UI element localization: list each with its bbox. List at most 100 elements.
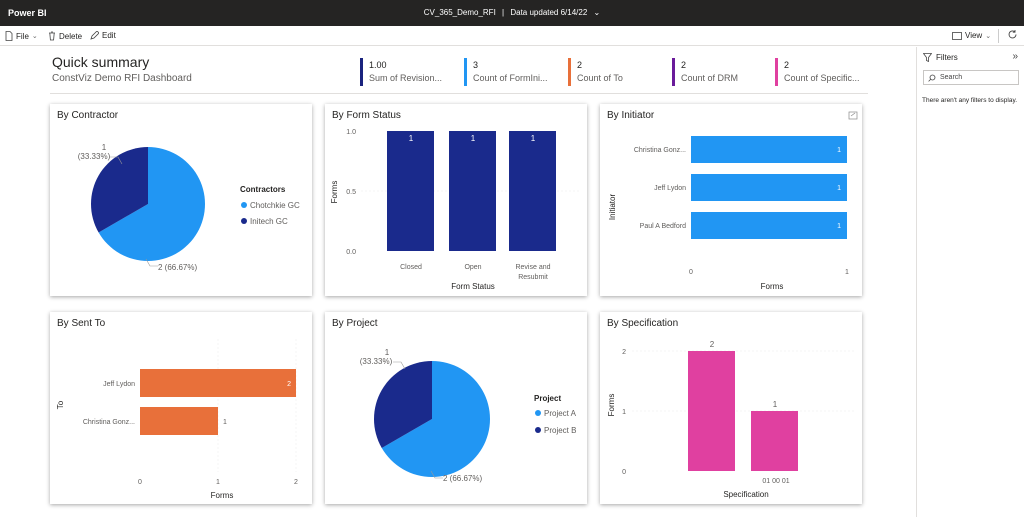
legend-title: Contractors xyxy=(240,185,286,194)
y-tick: 0.0 xyxy=(346,249,356,256)
x-tick: Resubmit xyxy=(518,274,548,281)
legend-marker xyxy=(535,410,541,416)
summary-title: Quick summary xyxy=(52,54,150,70)
kpi-color-bar xyxy=(568,58,571,86)
filters-title: Filters xyxy=(936,53,958,62)
report-header[interactable]: CV_365_Demo_RFI | Data updated 6/14/22 ⌄ xyxy=(0,8,1024,17)
kpi-value: 2 xyxy=(784,60,790,70)
y-tick: Jeff Lydon xyxy=(654,185,686,192)
app-name: Power BI xyxy=(8,8,47,18)
chart-by-specification[interactable]: By Specification Forms 2 1 0 2 1 01 00 01… xyxy=(600,312,862,504)
delete-button[interactable]: Delete xyxy=(48,31,82,41)
toolbar: File ⌄ Delete Edit View ⌄ xyxy=(0,26,1024,46)
chart-by-contractor[interactable]: By Contractor 1 (33.33%) 2 (66.67%) Cont… xyxy=(50,104,312,296)
filters-header: Filters xyxy=(923,53,958,62)
legend-item[interactable]: Project A xyxy=(544,409,577,418)
edit-button[interactable]: Edit xyxy=(90,31,116,40)
y-axis-label: Initiator xyxy=(608,194,617,221)
data-label: 1 xyxy=(837,147,841,154)
kpi-label: Sum of Revision... xyxy=(369,73,443,83)
chart-title: By Contractor xyxy=(57,110,119,121)
legend-item[interactable]: Project B xyxy=(544,426,576,435)
y-tick: 0 xyxy=(622,469,626,476)
file-menu[interactable]: File ⌄ xyxy=(5,31,38,41)
refresh-button[interactable] xyxy=(1007,29,1018,40)
file-label: File xyxy=(16,31,29,41)
data-label: 1 xyxy=(531,134,536,143)
focus-mode-icon[interactable] xyxy=(848,111,858,120)
legend-marker xyxy=(535,427,541,433)
data-label: 2 xyxy=(287,381,291,388)
chart-by-project[interactable]: By Project 1 (33.33%) 2 (66.67%) Project… xyxy=(325,312,587,504)
data-label: 2 xyxy=(710,340,715,349)
bar[interactable] xyxy=(688,351,735,471)
pie-chart: 1 (33.33%) 2 (66.67%) Contractors Chotch… xyxy=(78,143,300,272)
legend-item[interactable]: Initech GC xyxy=(250,217,288,226)
bar[interactable] xyxy=(691,212,847,239)
chart-by-sent-to[interactable]: By Sent To To 2 Jeff Lydon 1 Christina Gonz… xyxy=(50,312,312,504)
x-axis-label: Specification xyxy=(723,490,768,499)
bar-chart: Forms 2 1 0 2 1 01 00 01 Specification xyxy=(607,340,854,499)
x-tick: Open xyxy=(464,264,481,271)
bar[interactable] xyxy=(509,131,556,251)
filter-search-box[interactable]: Search xyxy=(923,70,1019,85)
x-tick: 1 xyxy=(845,269,849,276)
pencil-icon xyxy=(90,31,99,40)
kpi-value: 3 xyxy=(473,60,479,70)
title-bar: Power BI CV_365_Demo_RFI | Data updated … xyxy=(0,0,1024,26)
chart-by-initiator[interactable]: By Initiator Initiator 1 Christina Gonz..… xyxy=(600,104,862,296)
x-tick: Closed xyxy=(400,264,422,271)
view-label: View xyxy=(965,31,983,40)
report-canvas: Quick summary ConstViz Demo RFI Dashboar… xyxy=(0,47,916,517)
chart-title: By Initiator xyxy=(607,110,655,121)
pie-slice[interactable] xyxy=(91,147,148,233)
data-label: 1 xyxy=(471,134,476,143)
data-label: 1 xyxy=(773,400,778,409)
kpi-value: 2 xyxy=(577,60,583,70)
leader-line xyxy=(430,470,443,479)
bar[interactable] xyxy=(449,131,496,251)
bar[interactable] xyxy=(387,131,434,251)
bar-chart: To 2 Jeff Lydon 1 Christina Gonz... 0 1 2 F… xyxy=(56,339,298,500)
bar[interactable] xyxy=(140,369,296,397)
pie-slice[interactable] xyxy=(381,361,490,477)
y-axis-label: To xyxy=(56,400,65,409)
filters-empty-message: There aren't any filters to display. xyxy=(922,97,1018,104)
x-axis-label: Forms xyxy=(211,491,234,500)
data-label: 2 (66.67%) xyxy=(158,263,197,272)
kpi-value: 1.00 xyxy=(369,60,387,70)
pie-slice[interactable] xyxy=(374,361,432,448)
legend-item[interactable]: Chotchkie GC xyxy=(250,201,300,210)
view-menu[interactable]: View ⌄ xyxy=(952,31,991,40)
data-label: (33.33%) xyxy=(360,357,393,366)
x-tick: 1 xyxy=(216,479,220,486)
data-label: 1 xyxy=(409,134,414,143)
bar[interactable] xyxy=(691,174,847,201)
bar[interactable] xyxy=(691,136,847,163)
kpi-label: Count of Specific... xyxy=(784,73,860,83)
data-updated: Data updated 6/14/22 xyxy=(510,8,588,17)
summary-subtitle: ConstViz Demo RFI Dashboard xyxy=(52,73,192,84)
bar-chart: Initiator 1 Christina Gonz... 1 Jeff Lydon 1… xyxy=(608,111,858,291)
y-axis-label: Forms xyxy=(330,181,339,204)
header-separator: | xyxy=(502,8,505,17)
refresh-icon xyxy=(1008,30,1017,39)
chevron-down-icon: ⌄ xyxy=(985,32,992,40)
x-tick: 0 xyxy=(138,479,142,486)
bar[interactable] xyxy=(140,407,218,435)
pie-slice[interactable] xyxy=(98,147,205,261)
legend-title: Project xyxy=(534,394,561,403)
bar[interactable] xyxy=(751,411,798,471)
data-label: 2 (66.67%) xyxy=(443,474,482,483)
y-tick: 1.0 xyxy=(346,129,356,136)
toolbar-divider xyxy=(998,29,999,43)
chart-by-form-status[interactable]: By Form Status 1.0 0.5 0.0 Forms 1 1 1 Clo… xyxy=(325,104,587,296)
collapse-pane-icon[interactable]: » xyxy=(1012,51,1018,62)
chart-title: By Specification xyxy=(607,318,679,329)
chevron-down-icon[interactable]: ⌄ xyxy=(593,8,601,17)
data-label: 1 xyxy=(837,223,841,230)
y-tick: 2 xyxy=(622,349,626,356)
data-label: 1 xyxy=(385,348,390,357)
file-icon xyxy=(5,31,13,41)
legend-marker xyxy=(241,218,247,224)
